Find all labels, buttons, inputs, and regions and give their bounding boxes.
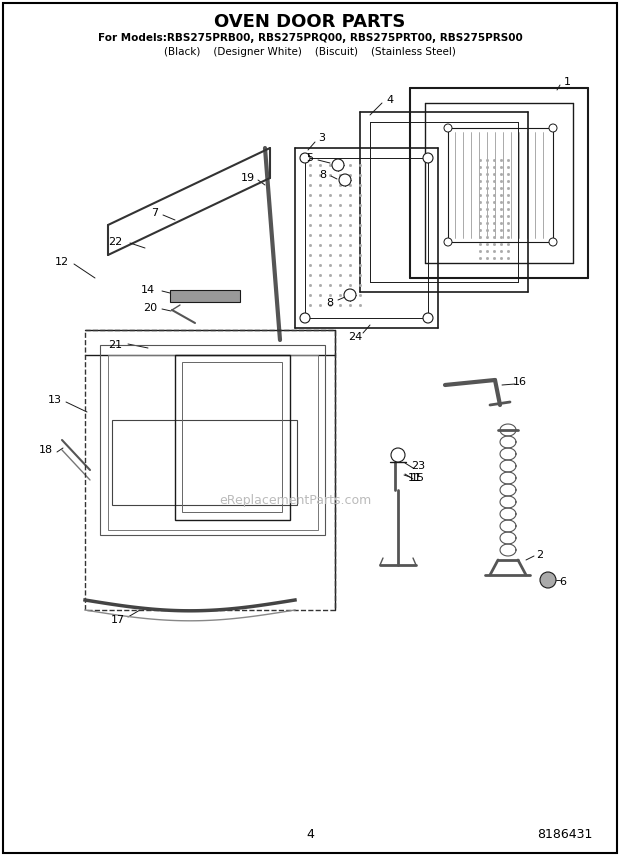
Circle shape [423,153,433,163]
Circle shape [444,238,452,246]
Text: 21: 21 [108,340,122,350]
Bar [170,290,240,302]
Text: 17: 17 [111,615,125,625]
Circle shape [300,153,310,163]
Bar [175,355,290,520]
Text: 15: 15 [411,473,425,483]
Text: eReplacementParts.com: eReplacementParts.com [219,494,371,507]
Bar [100,345,325,535]
Text: 20: 20 [143,303,157,313]
Text: 23: 23 [411,461,425,471]
Circle shape [540,572,556,588]
Text: 3: 3 [319,133,326,143]
Text: 12: 12 [55,257,69,267]
Text: 13: 13 [48,395,62,405]
Bar [112,420,297,505]
Text: 8: 8 [327,298,334,308]
Circle shape [332,159,344,171]
Text: 1: 1 [564,77,570,87]
Bar [182,362,282,512]
Text: 11: 11 [408,473,422,483]
Text: 14: 14 [141,285,155,295]
Text: OVEN DOOR PARTS: OVEN DOOR PARTS [215,13,405,31]
Circle shape [549,238,557,246]
Text: 4: 4 [386,95,394,105]
Bar [85,330,335,610]
Circle shape [549,124,557,132]
Text: 8186431: 8186431 [538,829,593,841]
Text: (Black)    (Designer White)    (Biscuit)    (Stainless Steel): (Black) (Designer White) (Biscuit) (Stai… [164,47,456,57]
Text: 4: 4 [306,829,314,841]
Circle shape [423,313,433,323]
Bar [108,355,318,530]
Circle shape [339,174,351,186]
Circle shape [344,289,356,301]
Text: 7: 7 [151,208,159,218]
Text: 6: 6 [559,577,567,587]
Text: 19: 19 [241,173,255,183]
Text: 22: 22 [108,237,122,247]
Circle shape [444,124,452,132]
Text: 18: 18 [39,445,53,455]
Text: 2: 2 [536,550,544,560]
Text: 8: 8 [319,170,327,180]
Text: 24: 24 [348,332,362,342]
Text: 5: 5 [306,153,314,163]
Circle shape [300,313,310,323]
Text: 16: 16 [513,377,527,387]
Text: For Models:RBS275PRB00, RBS275PRQ00, RBS275PRT00, RBS275PRS00: For Models:RBS275PRB00, RBS275PRQ00, RBS… [97,33,523,43]
Circle shape [391,448,405,462]
